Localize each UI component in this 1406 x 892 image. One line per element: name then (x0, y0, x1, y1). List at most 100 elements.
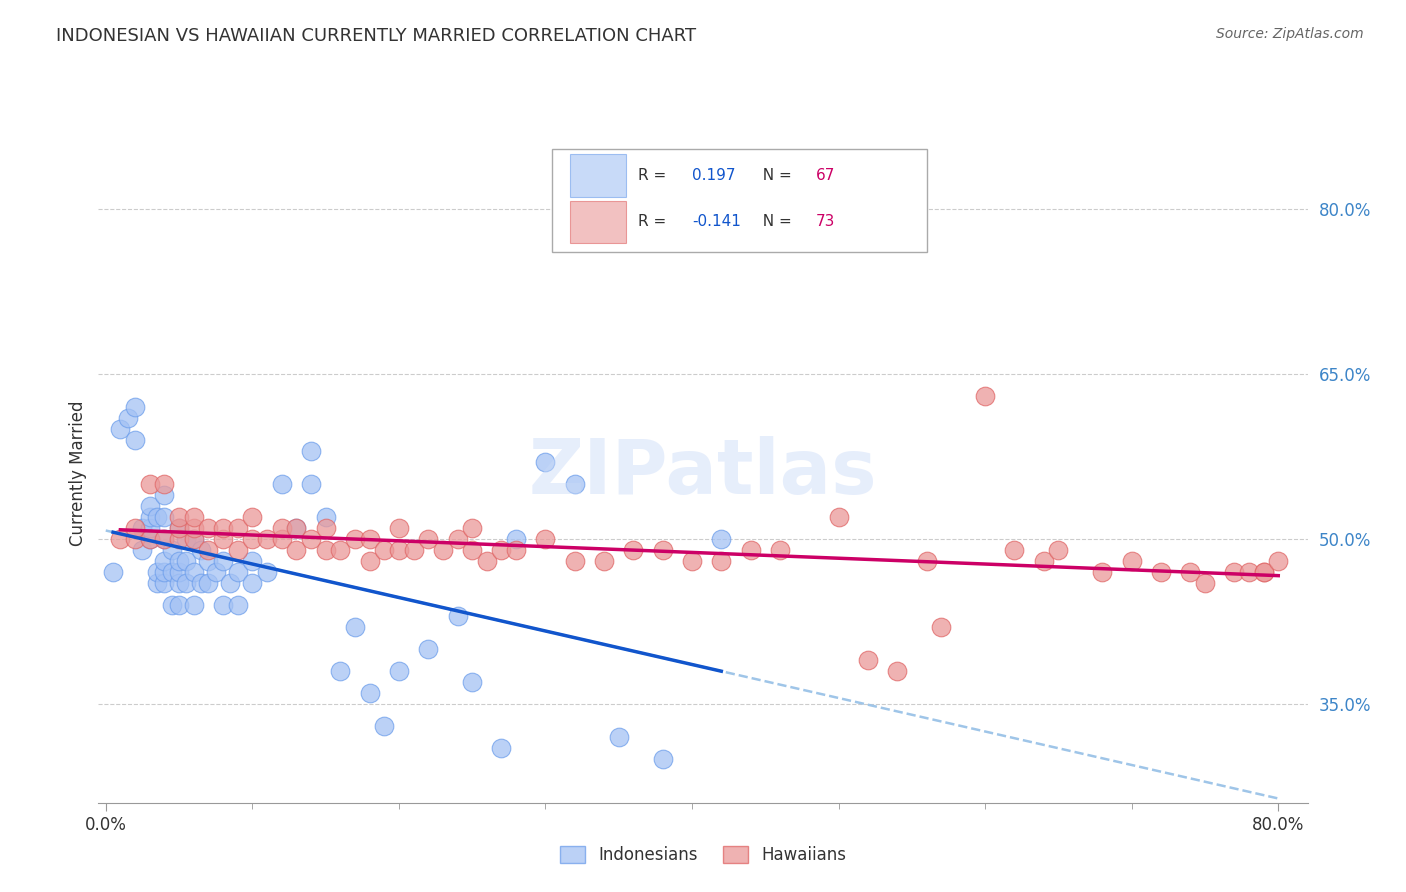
Point (197, 554, 219, 568)
Point (388, 521, 411, 535)
Point (1121, 554, 1143, 568)
Point (651, 542, 673, 557)
Point (359, 532, 381, 546)
Point (256, 532, 278, 546)
Point (256, 565, 278, 579)
Point (167, 565, 190, 579)
Point (915, 554, 938, 568)
Point (343, 620, 366, 634)
Point (190, 542, 212, 557)
Point (343, 532, 366, 546)
Point (388, 542, 411, 557)
Point (183, 598, 205, 612)
Point (681, 554, 703, 568)
Point (491, 542, 513, 557)
Point (359, 554, 381, 568)
Point (183, 565, 205, 579)
Point (212, 532, 235, 546)
Point (167, 521, 190, 535)
Point (153, 488, 176, 502)
Point (212, 554, 235, 568)
Point (176, 575, 198, 590)
Point (226, 565, 249, 579)
Point (240, 532, 263, 546)
Point (153, 565, 176, 579)
Point (226, 598, 249, 612)
Point (183, 521, 205, 535)
Point (197, 542, 219, 557)
Point (270, 476, 292, 491)
Point (461, 674, 484, 689)
Point (329, 542, 352, 557)
Point (856, 653, 879, 667)
Point (219, 575, 242, 590)
Point (432, 542, 454, 557)
Point (446, 608, 468, 623)
Point (564, 476, 586, 491)
Point (197, 575, 219, 590)
Point (1194, 575, 1216, 590)
Point (167, 509, 190, 524)
Point (1253, 565, 1275, 579)
Point (651, 752, 673, 766)
Point (183, 532, 205, 546)
Point (160, 542, 183, 557)
Point (418, 532, 440, 546)
Point (299, 476, 322, 491)
Point (446, 532, 468, 546)
Point (740, 542, 762, 557)
Point (110, 422, 132, 436)
FancyBboxPatch shape (569, 201, 626, 243)
Text: R =: R = (638, 214, 671, 229)
Point (124, 433, 146, 447)
Text: N =: N = (752, 168, 796, 183)
Point (373, 542, 395, 557)
Point (146, 575, 169, 590)
Point (197, 521, 219, 535)
Point (1004, 542, 1026, 557)
Point (1032, 554, 1054, 568)
Legend: Indonesians, Hawaiians: Indonesians, Hawaiians (553, 838, 853, 871)
Point (101, 565, 124, 579)
Point (710, 554, 733, 568)
Point (285, 521, 308, 535)
Y-axis label: Currently Married: Currently Married (69, 400, 87, 546)
Point (212, 598, 235, 612)
Point (359, 686, 381, 700)
Point (299, 443, 322, 458)
Point (124, 400, 146, 414)
Point (146, 565, 169, 579)
Point (1047, 542, 1070, 557)
Point (153, 554, 176, 568)
Point (388, 664, 411, 678)
Point (270, 521, 292, 535)
Point (461, 521, 484, 535)
Point (138, 521, 160, 535)
Point (534, 455, 557, 469)
Point (226, 521, 249, 535)
Point (153, 476, 176, 491)
Point (315, 509, 337, 524)
FancyBboxPatch shape (553, 149, 927, 252)
Text: 73: 73 (815, 214, 835, 229)
Point (1150, 565, 1173, 579)
Point (475, 554, 498, 568)
Point (240, 575, 263, 590)
Point (929, 620, 952, 634)
Point (1267, 554, 1289, 568)
Point (167, 532, 190, 546)
Point (183, 509, 205, 524)
Point (183, 532, 205, 546)
Text: -0.141: -0.141 (692, 214, 741, 229)
Point (153, 575, 176, 590)
Text: ZIPatlas: ZIPatlas (529, 436, 877, 509)
Point (564, 554, 586, 568)
Point (146, 509, 169, 524)
Point (329, 664, 352, 678)
Point (153, 509, 176, 524)
Point (117, 410, 139, 425)
Point (886, 664, 908, 678)
Text: 67: 67 (815, 168, 835, 183)
Point (131, 542, 153, 557)
Point (505, 532, 527, 546)
